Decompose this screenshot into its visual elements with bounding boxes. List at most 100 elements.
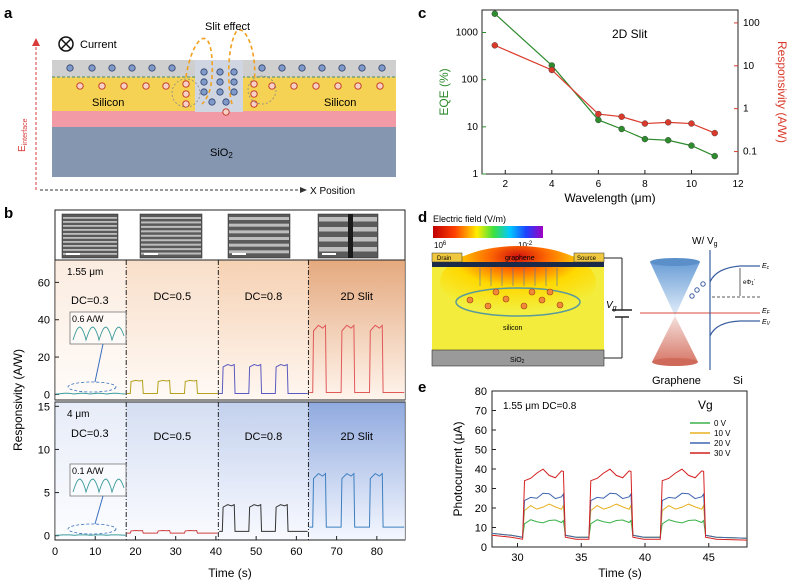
current-label: Current [80, 39, 117, 51]
hole-dot [250, 80, 258, 88]
panel-d: d Electric field (V/m) 106 10-2 Drain So… [418, 209, 771, 387]
sem-stripe [63, 241, 117, 243]
sem-stripe [63, 253, 117, 255]
electron-dot [66, 64, 74, 72]
electron-dot [200, 78, 208, 86]
trace-2dslit [309, 472, 405, 528]
region-background [218, 402, 309, 540]
silicon-right-label: Silicon [324, 97, 356, 109]
x-axis-arrow [300, 187, 307, 193]
data-point-left [491, 10, 498, 17]
electron-dot [230, 68, 238, 76]
panel-label-a: a [4, 5, 13, 22]
hole-dot [182, 100, 190, 108]
electron-dot [108, 64, 116, 72]
sem-stripe [229, 217, 289, 220]
carrier-dot [492, 288, 500, 296]
x-tick-label: 40 [639, 552, 651, 564]
plot-frame-e [491, 390, 748, 548]
zoom-arrow [94, 495, 104, 525]
sem-stripe [63, 225, 117, 227]
electron-dot [222, 98, 230, 106]
data-point-right [688, 120, 695, 127]
sio2-layer [52, 127, 396, 177]
sem-stripe [141, 252, 201, 255]
data-point-right [641, 120, 649, 127]
y-tick-label-right: 0.1 [743, 147, 757, 158]
chart-b-xlabel: Time (s) [208, 566, 252, 580]
electron-dot [168, 64, 176, 72]
electron-dot [318, 64, 326, 72]
trace-dc05 [127, 529, 218, 534]
legend-label: 10 V [714, 429, 731, 438]
ec-label: Ec [762, 263, 770, 271]
carriers [66, 64, 386, 116]
y-tick-label-right: 10 [743, 61, 755, 72]
y-tick-label: 60 [475, 425, 487, 437]
carrier-dot [502, 295, 510, 303]
sem-slit [348, 214, 353, 258]
trace-dc05 [127, 379, 218, 394]
y-tick-label: 60 [38, 277, 50, 289]
zoom-ellipse [67, 523, 117, 535]
colorbar-title: Electric field (V/m) [433, 214, 506, 224]
colorbar-min: 10-2 [518, 241, 533, 250]
series-10v [491, 503, 748, 539]
source-label: Source [577, 256, 597, 262]
drain-pad [431, 252, 463, 263]
panel-b: b 0 20 40 60 1.55 μm DC=0.3 DC=0.5 DC=0.8 2D Sli… [4, 205, 406, 580]
carrier-dot [528, 288, 536, 296]
ev-label: EV [762, 319, 771, 327]
electron-dot [216, 68, 224, 76]
graphene-label: graphene [505, 255, 535, 262]
y-tick-label: 10 [38, 444, 50, 456]
data-point-right [491, 42, 498, 49]
y-tick-label-left: 1000 [456, 28, 479, 39]
electron-dot [278, 64, 286, 72]
panel-a: a Slit effect Current Silicon Silicon Si… [4, 5, 396, 197]
e-axis-label: Einterface [17, 118, 29, 152]
y-tick-label-right: 100 [743, 18, 760, 29]
graphene-layer [432, 262, 604, 267]
hole-dot [354, 82, 362, 90]
chart-c-ylabel-left: EQE (%) [437, 68, 451, 115]
data-point-right [664, 119, 672, 126]
hole-dot [182, 80, 190, 88]
dirac-cone-bottom-rim [652, 358, 698, 366]
sio2-d-label: SiO2 [510, 357, 525, 365]
x-tick-label: 45 [703, 552, 715, 564]
hole-dot [290, 82, 298, 90]
y-tick-label-right: 1 [743, 104, 749, 115]
x-tick-label: 50 [250, 546, 262, 558]
legend-label: 0 V [714, 419, 727, 428]
data-point-right [595, 110, 602, 118]
chart-b-plot: 0 20 40 60 1.55 μm DC=0.3 DC=0.5 DC=0.8 2D Slit 0… [38, 260, 405, 558]
e-axis-arrow [32, 38, 40, 46]
trace-dc08 [219, 503, 308, 532]
x-tick-label: 40 [210, 546, 222, 558]
data-point-left [688, 142, 695, 149]
hole-dot [98, 82, 106, 90]
y-tick-label: 5 [44, 488, 50, 500]
electron-dot [338, 64, 346, 72]
legend-label: 30 V [714, 449, 731, 458]
current-cross [60, 38, 72, 50]
y-tick-label: 0 [44, 531, 50, 543]
data-point-left [595, 116, 602, 124]
chart-c-ylabel-right: Responsivity (A/W) [775, 41, 789, 143]
sem-stripe [141, 248, 201, 251]
x-tick-label: 30 [511, 552, 523, 564]
series-0v [491, 519, 748, 539]
y-tick-label: 20 [38, 352, 50, 364]
zoom-arrow [94, 343, 104, 383]
conduction-band [709, 265, 760, 283]
data-point-right [548, 66, 556, 74]
plot-frame-c [481, 9, 739, 175]
region-label: 2D Slit [341, 431, 373, 443]
dirac-cone-top [650, 262, 700, 316]
valence-band [709, 320, 760, 337]
series-line-right [494, 44, 715, 134]
region-label: DC=0.5 [153, 431, 191, 443]
y-tick-label-left: 100 [461, 75, 478, 86]
